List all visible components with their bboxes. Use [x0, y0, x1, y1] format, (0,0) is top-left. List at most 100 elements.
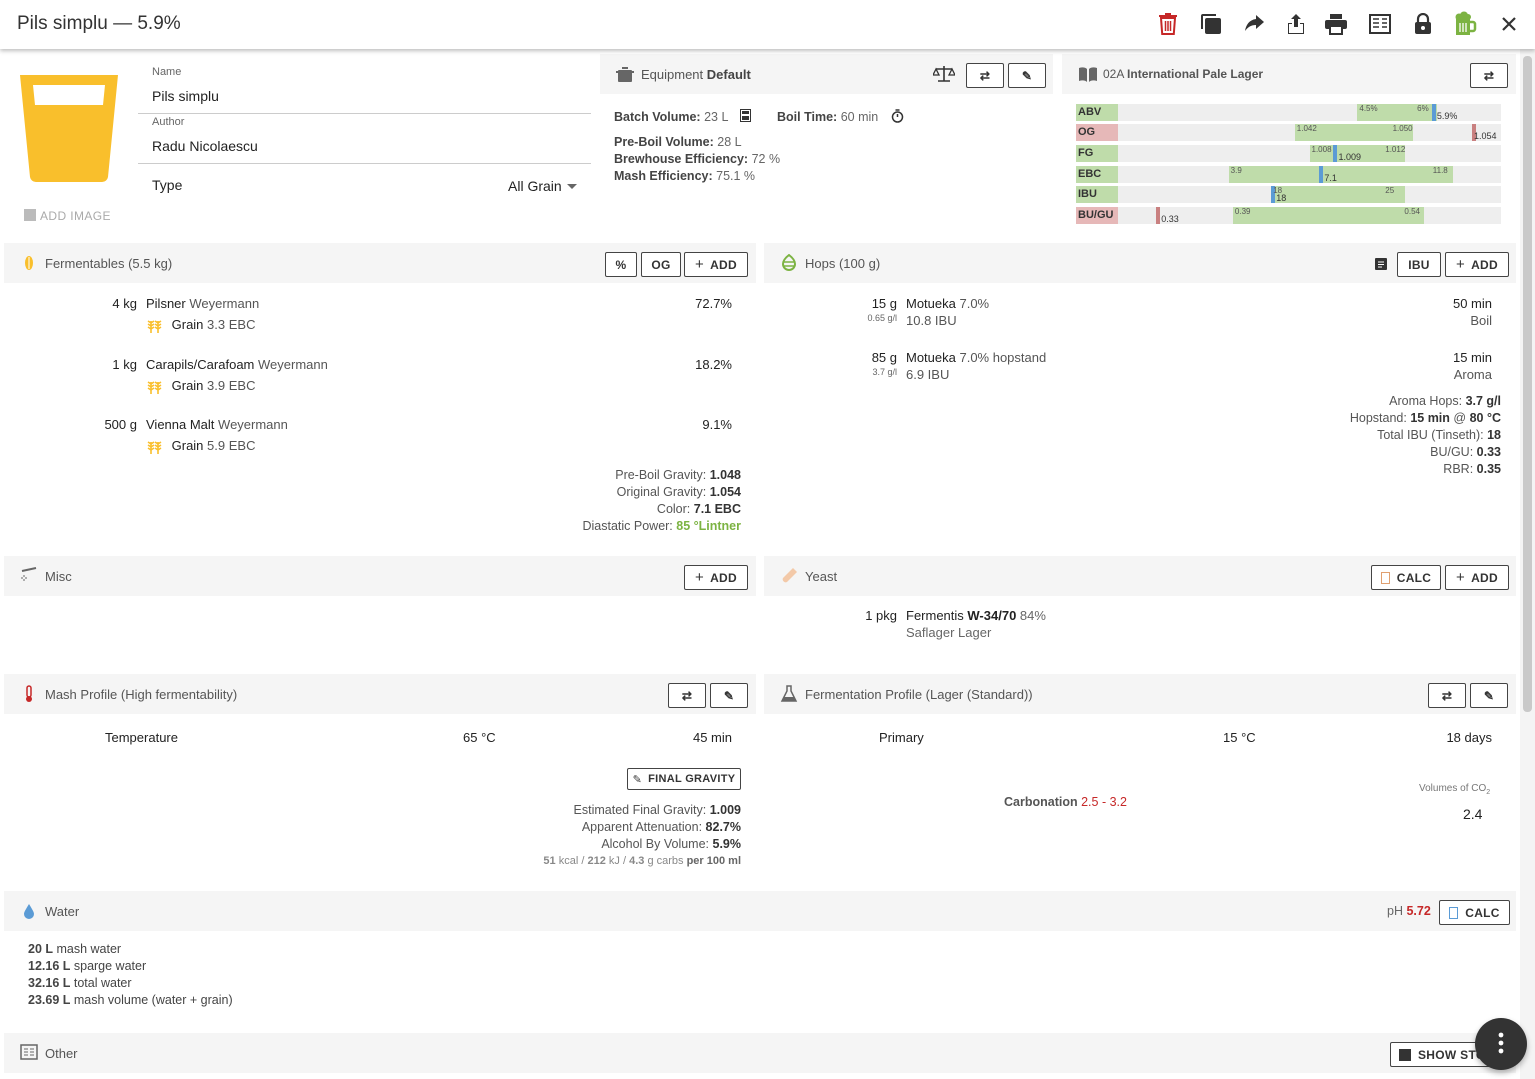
style-max-label: 1.050 [1392, 124, 1413, 133]
page-title: Pils simplu — 5.9% [17, 13, 181, 34]
stock-icon [1399, 1048, 1411, 1061]
yeast-calc-button[interactable]: CALC [1371, 565, 1441, 590]
timer-icon[interactable] [891, 109, 904, 126]
name-underline [138, 113, 591, 114]
edit-mash-button[interactable]: ✎ [710, 683, 748, 708]
fermentables-header: Fermentables (5.5 kg) % OG + ADD [4, 243, 756, 283]
style-code: 02A [1103, 67, 1124, 81]
fermentation-header: Fermentation Profile (Lager (Standard)) … [764, 674, 1516, 714]
plus-icon: + [1456, 256, 1466, 273]
calculator-icon [1449, 906, 1459, 919]
swap-fermentation-button[interactable]: ⇄ [1428, 683, 1466, 708]
yeast-title: Yeast [805, 569, 838, 584]
lock-icon[interactable] [1410, 11, 1436, 37]
ibu-button[interactable]: IBU [1397, 252, 1441, 277]
close-icon[interactable] [1496, 11, 1522, 37]
water-title: Water [45, 904, 80, 919]
style-row-label: FG [1076, 145, 1118, 162]
water-calc-button[interactable]: CALC [1439, 900, 1510, 925]
volumes-value[interactable]: 2.4 [1463, 806, 1483, 822]
copy-icon[interactable] [1198, 11, 1224, 37]
grain-icon [20, 254, 38, 272]
add-fermentable-button[interactable]: + ADD [684, 252, 748, 277]
image-icon [24, 209, 36, 221]
fermentable-name[interactable]: Vienna Malt Weyermann [146, 417, 288, 432]
calculator-icon[interactable] [740, 109, 751, 125]
ph-value: pH 5.72 [1387, 904, 1431, 918]
apparent-attenuation: Apparent Attenuation: 82.7% [581, 820, 741, 834]
swap-mash-button[interactable]: ⇄ [668, 683, 706, 708]
hop-name[interactable]: Motueka 7.0% [906, 296, 990, 311]
style-min-label: 1.042 [1296, 124, 1317, 133]
style-row-bu-gu: BU/GU 0.39 0.54 0.33 [1076, 207, 1501, 224]
fermentable-detail: Grain 5.9 EBC [146, 438, 255, 455]
pencil-icon: ✎ [632, 773, 643, 786]
equipment-name: Default [706, 67, 751, 82]
edit-fermentation-button[interactable]: ✎ [1470, 683, 1508, 708]
swap-style-button[interactable]: ⇄ [1470, 63, 1508, 88]
add-misc-button[interactable]: + ADD [684, 565, 748, 590]
scrollbar-thumb[interactable] [1523, 56, 1532, 712]
add-hop-button[interactable]: + ADD [1445, 252, 1509, 277]
fermentable-detail: Grain 3.3 EBC [146, 317, 255, 334]
fermentable-amount: 4 kg [112, 296, 137, 311]
hop-time[interactable]: 15 min [1452, 350, 1492, 365]
plus-icon: + [695, 256, 705, 273]
plus-icon: + [1456, 569, 1466, 586]
spoon-icon [20, 567, 38, 585]
hop-name[interactable]: Motueka 7.0% hopstand [906, 350, 1047, 365]
brew-sheet-icon[interactable] [1367, 11, 1393, 37]
author-underline [138, 163, 591, 164]
hop-rate: 3.7 g/l [872, 367, 897, 377]
style-value-label: 1.054 [1474, 131, 1497, 141]
notes-icon[interactable] [1375, 258, 1387, 273]
style-row-ibu: IBU 18 25 18 [1076, 186, 1501, 203]
export-icon[interactable] [1283, 11, 1309, 37]
pencil-icon: ✎ [723, 688, 735, 703]
style-min-label: 3.9 [1230, 166, 1242, 175]
bu-gu: BU/GU: 0.33 [1430, 445, 1501, 459]
hop-icon [780, 253, 798, 272]
style-max-label: 1.012 [1385, 145, 1406, 154]
style-min-label: 18 [1273, 186, 1283, 195]
percent-button[interactable]: % [605, 252, 637, 277]
more-actions-button[interactable] [1475, 1018, 1527, 1070]
fermentable-name[interactable]: Pilsner Weyermann [146, 296, 260, 311]
style-header: 02A International Pale Lager ⇄ [1062, 54, 1516, 94]
wheat-icon [146, 318, 164, 334]
total-ibu: Total IBU (Tinseth): 18 [1377, 428, 1501, 442]
beer-color: Color: 7.1 EBC [656, 502, 741, 516]
water-line: 32.16 L total water [28, 976, 132, 990]
hop-time[interactable]: 50 min [1452, 296, 1492, 311]
pot-icon [616, 65, 634, 83]
fermentable-name[interactable]: Carapils/Carafoam Weyermann [146, 357, 328, 372]
swap-equipment-button[interactable]: ⇄ [966, 63, 1004, 88]
fermentable-percent[interactable]: 9.1% [702, 417, 732, 432]
style-value-marker [1156, 207, 1161, 224]
style-range-bar [1228, 166, 1453, 183]
type-select[interactable]: All Grain [508, 178, 577, 194]
style-value-marker [1319, 166, 1324, 183]
add-yeast-button[interactable]: + ADD [1445, 565, 1509, 590]
preboil-gravity: Pre-Boil Gravity: 1.048 [615, 468, 741, 482]
ferm-step-temp: 15 °C [1223, 730, 1256, 745]
share-icon[interactable] [1241, 11, 1267, 37]
author-field[interactable]: Radu Nicolaescu [152, 138, 258, 154]
final-gravity-button[interactable]: ✎ FINAL GRAVITY [627, 768, 741, 790]
add-image-button[interactable]: ADD IMAGE [24, 209, 111, 223]
name-field[interactable]: Pils simplu [152, 88, 219, 104]
carbonation: Carbonation 2.5 - 3.2 [1004, 795, 1127, 809]
scale-icon[interactable] [931, 65, 957, 86]
delete-icon[interactable] [1155, 11, 1181, 37]
edit-equipment-button[interactable]: ✎ [1008, 63, 1046, 88]
style-row-label: IBU [1076, 186, 1118, 203]
fermentable-percent[interactable]: 18.2% [695, 357, 732, 372]
fermentation-title: Fermentation Profile (Lager (Standard)) [805, 687, 1033, 702]
og-button[interactable]: OG [641, 252, 681, 277]
equipment-header: Equipment Default ⇄ ✎ [600, 54, 1053, 94]
yeast-name[interactable]: Fermentis W-34/70 84% [906, 608, 1046, 623]
brew-icon[interactable] [1452, 11, 1478, 37]
water-line: 20 L mash water [28, 942, 122, 956]
fermentable-percent[interactable]: 72.7% [695, 296, 732, 311]
print-icon[interactable] [1323, 11, 1349, 37]
